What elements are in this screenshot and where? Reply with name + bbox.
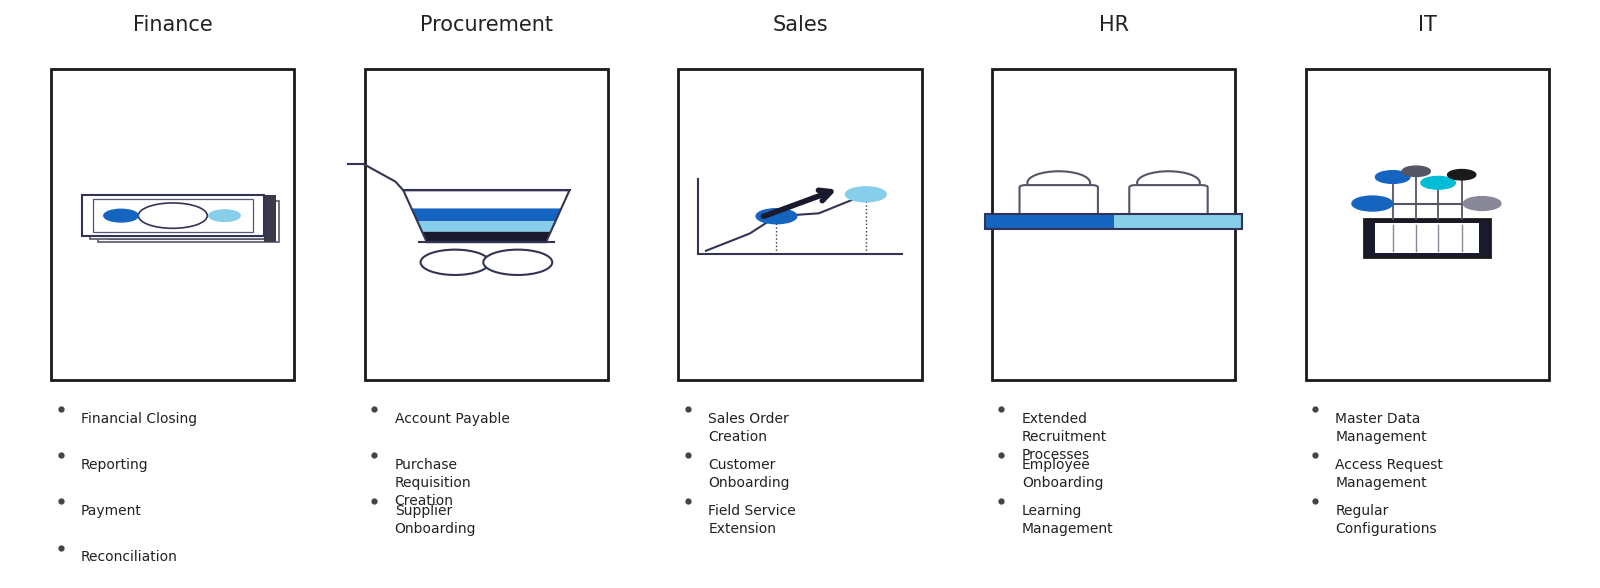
Text: Payment: Payment: [82, 505, 142, 519]
Text: Sales Order
Creation: Sales Order Creation: [709, 412, 789, 444]
Polygon shape: [411, 208, 562, 222]
Text: Supplier
Onboarding: Supplier Onboarding: [395, 505, 477, 536]
FancyBboxPatch shape: [1019, 185, 1098, 222]
Circle shape: [1464, 196, 1501, 211]
Text: Finance: Finance: [133, 15, 213, 35]
Polygon shape: [422, 232, 550, 242]
Circle shape: [1402, 166, 1430, 176]
Text: Account Payable: Account Payable: [395, 412, 509, 426]
Circle shape: [483, 250, 552, 275]
Circle shape: [845, 187, 886, 202]
Text: Customer
Onboarding: Customer Onboarding: [709, 458, 790, 490]
Bar: [107, 204, 270, 239]
Circle shape: [1421, 176, 1456, 189]
Circle shape: [104, 209, 138, 222]
Text: Procurement: Procurement: [419, 15, 554, 35]
Bar: [986, 215, 1114, 229]
Circle shape: [1352, 196, 1392, 211]
Text: Learning
Management: Learning Management: [1022, 505, 1114, 536]
Text: Purchase
Requisition
Creation: Purchase Requisition Creation: [395, 458, 472, 508]
Bar: [992, 69, 1235, 380]
Text: Employee
Onboarding: Employee Onboarding: [1022, 458, 1104, 490]
Bar: [98, 201, 280, 242]
Bar: [365, 69, 608, 380]
Text: Reporting: Reporting: [82, 458, 149, 472]
Circle shape: [1027, 171, 1090, 194]
Bar: [1365, 219, 1490, 256]
Text: Regular
Configurations: Regular Configurations: [1336, 505, 1437, 536]
Circle shape: [1138, 171, 1200, 194]
Text: Field Service
Extension: Field Service Extension: [709, 505, 797, 536]
Bar: [99, 201, 262, 236]
Bar: [986, 215, 1242, 229]
Polygon shape: [403, 191, 570, 208]
Ellipse shape: [138, 203, 208, 228]
Bar: [678, 69, 922, 380]
Text: Extended
Recruitment
Processes: Extended Recruitment Processes: [1022, 412, 1107, 462]
Polygon shape: [418, 222, 555, 232]
Text: Financial Closing: Financial Closing: [82, 412, 197, 426]
Text: HR: HR: [1099, 15, 1128, 35]
Bar: [51, 69, 294, 380]
Bar: [1376, 223, 1478, 252]
Circle shape: [1448, 169, 1475, 180]
Bar: [90, 198, 272, 239]
Bar: [82, 195, 264, 236]
Circle shape: [210, 210, 240, 222]
Circle shape: [1376, 171, 1410, 183]
Text: IT: IT: [1418, 15, 1437, 35]
Circle shape: [421, 250, 490, 275]
Bar: [264, 195, 277, 242]
Bar: [1306, 69, 1549, 380]
Text: Sales: Sales: [773, 15, 827, 35]
FancyBboxPatch shape: [1130, 185, 1208, 222]
Text: Reconciliation: Reconciliation: [82, 550, 178, 564]
Text: Access Request
Management: Access Request Management: [1336, 458, 1443, 490]
Text: Master Data
Management: Master Data Management: [1336, 412, 1427, 444]
Bar: [1114, 215, 1242, 229]
Circle shape: [757, 209, 797, 223]
Bar: [93, 199, 253, 232]
